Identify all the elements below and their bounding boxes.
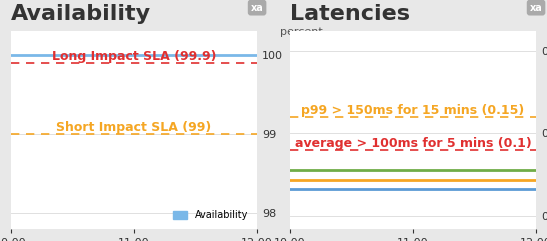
Text: xa: xa — [251, 3, 264, 13]
Text: average > 100ms for 5 mins (0.1): average > 100ms for 5 mins (0.1) — [295, 137, 531, 150]
Legend: Availability: Availability — [168, 206, 252, 224]
Y-axis label: percent: percent — [280, 27, 323, 37]
Text: xa: xa — [529, 3, 543, 13]
Text: Availability: Availability — [11, 4, 151, 24]
Text: Short Impact SLA (99): Short Impact SLA (99) — [56, 121, 212, 134]
Text: Long Impact SLA (99.9): Long Impact SLA (99.9) — [52, 50, 216, 63]
Text: Latencies: Latencies — [290, 4, 410, 24]
Text: p99 > 150ms for 15 mins (0.15): p99 > 150ms for 15 mins (0.15) — [301, 104, 525, 117]
